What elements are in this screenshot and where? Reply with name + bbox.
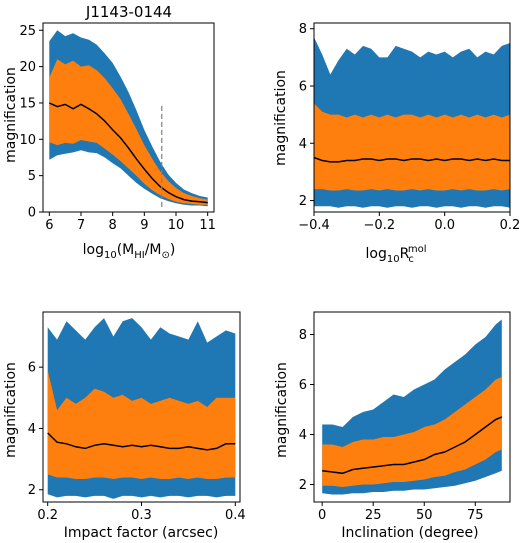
y-tick-label: 8 [299,328,307,343]
y-tick-label: 2 [28,483,36,498]
y-tick-label: 2 [299,194,307,209]
x-tick-label: 0.2 [500,218,520,233]
inner-band [49,59,208,205]
inner-band [47,370,236,479]
y-tick-label: 5 [28,169,36,184]
x-tick-label: 0.0 [434,218,455,233]
x-tick-label: 6 [45,218,53,233]
x-tick-label: 11 [199,218,216,233]
y-tick-label: 6 [299,80,307,95]
y-tick-label: 25 [19,24,36,39]
x-tick-label: 0.4 [225,508,246,523]
x-axis-label: log10Rcmol [366,244,427,265]
y-tick-label: 4 [299,137,307,152]
y-tick-label: 6 [299,378,307,393]
y-tick-label: 4 [28,422,36,437]
y-axis-label: magnification [3,362,19,458]
y-axis-label: magnification [3,67,19,163]
y-axis-label: magnification [273,70,289,166]
panel-impact: Impact factor (arcsec) magnification 0.2… [3,311,246,541]
x-tick-label: 9 [140,218,148,233]
axes-frame [313,22,511,213]
y-tick-label: 4 [299,428,307,443]
median-line [313,156,510,163]
y-tick-label: 2 [299,478,307,493]
x-tick-label: 8 [109,218,117,233]
median-line [47,432,236,451]
y-tick-label: 10 [19,133,36,148]
x-axis-label: log10(MHI/M⊙) [83,242,176,261]
x-tick-label: 75 [467,508,484,523]
y-tick-label: 8 [299,22,307,37]
x-tick-label: 10 [168,218,185,233]
axes-frame [42,22,215,213]
axes-frame [313,311,511,503]
median-line [48,102,208,204]
y-tick-label: 20 [19,60,36,75]
x-tick-label: 7 [77,218,85,233]
x-tick-label: 0.3 [131,508,152,523]
x-tick-label: −0.2 [364,218,396,233]
panel-rmol: log10Rcmol magnification −0.4 −0.2 0.0 0.2 2… [273,22,520,265]
panel-mhi: J1143-0144 log10(MHI/M⊙) magnification 6… [3,3,216,261]
x-tick-label: 0 [318,508,326,523]
x-axis-label: Impact factor (arcsec) [64,525,219,541]
chart-title: J1143-0144 [85,3,172,21]
x-axis-label: Inclination (degree) [341,525,478,541]
x-tick-label: 0.2 [37,508,58,523]
inner-band [314,103,510,191]
y-tick-label: 6 [28,361,36,376]
inner-band [322,377,502,487]
y-axis-label: magnification [274,362,290,458]
x-tick-label: 50 [416,508,433,523]
x-tick-label: −0.4 [298,218,330,233]
panel-inclination: Inclination (degree) magnification 0 25 50… [274,311,511,541]
y-tick-label: 15 [19,96,36,111]
y-tick-label: 0 [28,206,36,221]
median-line [322,416,503,475]
x-tick-label: 25 [365,508,382,523]
